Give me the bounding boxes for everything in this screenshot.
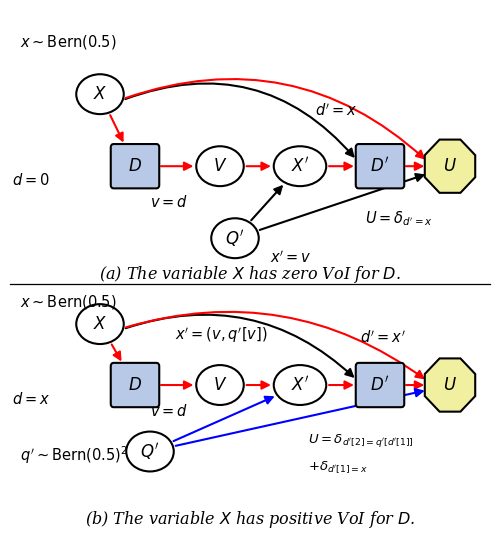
Polygon shape: [425, 140, 475, 193]
Text: $x \sim \mathrm{Bern}(0.5)$: $x \sim \mathrm{Bern}(0.5)$: [20, 293, 116, 311]
FancyBboxPatch shape: [356, 363, 404, 407]
Ellipse shape: [76, 74, 124, 114]
FancyArrowPatch shape: [126, 84, 354, 156]
FancyArrowPatch shape: [406, 162, 422, 170]
Text: (b) The variable $X$ has positive VoI for $D$.: (b) The variable $X$ has positive VoI fo…: [84, 509, 415, 530]
Text: $d = x$: $d = x$: [12, 391, 50, 407]
Text: $q' \sim \mathrm{Bern}(0.5)^2$: $q' \sim \mathrm{Bern}(0.5)^2$: [20, 444, 128, 466]
Text: $X$: $X$: [93, 86, 107, 102]
Polygon shape: [425, 358, 475, 412]
Text: $X$: $X$: [93, 316, 107, 332]
FancyArrowPatch shape: [110, 115, 122, 141]
Text: $v = d$: $v = d$: [150, 403, 188, 419]
Ellipse shape: [76, 304, 124, 344]
FancyArrowPatch shape: [329, 162, 351, 170]
Text: $X'$: $X'$: [291, 157, 309, 176]
FancyArrowPatch shape: [251, 187, 282, 220]
Text: $+\delta_{d'[1]=x}$: $+\delta_{d'[1]=x}$: [308, 460, 368, 476]
Text: $x \sim \mathrm{Bern}(0.5)$: $x \sim \mathrm{Bern}(0.5)$: [20, 33, 116, 50]
Text: $V$: $V$: [213, 377, 227, 393]
Ellipse shape: [126, 432, 174, 471]
Text: $D$: $D$: [128, 377, 142, 393]
FancyArrowPatch shape: [260, 174, 424, 230]
Text: $D'$: $D'$: [370, 376, 390, 394]
Text: $U = \delta_{d'[2]=q'[d'[1]]}$: $U = \delta_{d'[2]=q'[d'[1]]}$: [308, 432, 413, 449]
Text: $U = \delta_{d'=x}$: $U = \delta_{d'=x}$: [365, 209, 433, 228]
Text: $d = 0$: $d = 0$: [12, 172, 50, 188]
Text: $Q'$: $Q'$: [140, 441, 160, 462]
Text: $U$: $U$: [443, 158, 457, 175]
FancyArrowPatch shape: [246, 162, 268, 170]
FancyArrowPatch shape: [126, 315, 353, 377]
FancyBboxPatch shape: [111, 144, 159, 188]
Text: $x' = v$: $x' = v$: [270, 249, 312, 266]
Ellipse shape: [196, 365, 244, 405]
Text: $v = d$: $v = d$: [150, 194, 188, 210]
FancyArrowPatch shape: [126, 312, 424, 378]
Text: $D'$: $D'$: [370, 157, 390, 176]
FancyArrowPatch shape: [246, 381, 268, 389]
FancyBboxPatch shape: [356, 144, 404, 188]
FancyArrowPatch shape: [406, 381, 422, 389]
Text: $U$: $U$: [443, 377, 457, 393]
Ellipse shape: [196, 146, 244, 186]
Text: $x' = (v, q'[v])$: $x' = (v, q'[v])$: [175, 325, 268, 345]
Text: $Q'$: $Q'$: [226, 228, 244, 249]
Text: $d' = x$: $d' = x$: [315, 102, 358, 119]
FancyArrowPatch shape: [176, 389, 422, 446]
Ellipse shape: [274, 365, 326, 405]
Text: (a) The variable $X$ has zero VoI for $D$.: (a) The variable $X$ has zero VoI for $D…: [99, 264, 401, 285]
Text: $D$: $D$: [128, 158, 142, 175]
FancyArrowPatch shape: [329, 381, 351, 389]
FancyBboxPatch shape: [111, 363, 159, 407]
FancyArrowPatch shape: [126, 79, 424, 158]
Ellipse shape: [211, 218, 259, 258]
FancyArrowPatch shape: [112, 345, 120, 360]
Text: $X'$: $X'$: [291, 376, 309, 394]
FancyArrowPatch shape: [161, 381, 191, 389]
Text: $V$: $V$: [213, 158, 227, 175]
Ellipse shape: [274, 146, 326, 186]
FancyArrowPatch shape: [161, 162, 191, 170]
FancyArrowPatch shape: [174, 397, 272, 441]
Text: $d' = x'$: $d' = x'$: [360, 330, 406, 346]
